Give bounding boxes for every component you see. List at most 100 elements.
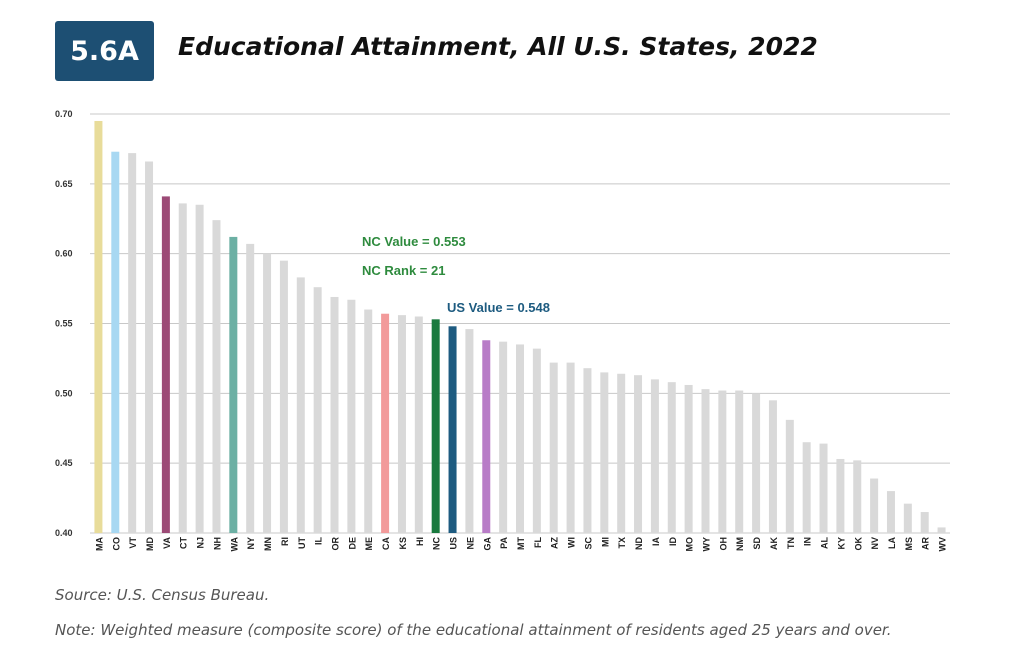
bar-in: [802, 442, 811, 533]
bar-mi: [600, 372, 609, 533]
bar-vt: [128, 153, 137, 533]
bar-de: [347, 299, 356, 533]
bar-ut: [296, 277, 305, 533]
bar-ma: [94, 120, 103, 533]
x-tick-label: TN: [786, 537, 796, 549]
bar-al: [819, 443, 828, 533]
bar-ks: [397, 315, 406, 533]
x-tick-label: IL: [314, 536, 324, 545]
y-tick-label: 0.50: [55, 388, 73, 398]
bar-tx: [617, 373, 626, 533]
x-tick-label: VT: [128, 537, 138, 549]
x-tick-label: VA: [162, 537, 172, 549]
bar-ri: [279, 260, 288, 533]
bar-me: [364, 309, 373, 533]
x-tick-label: AR: [921, 537, 931, 550]
bar-sd: [752, 393, 761, 533]
bar-pa: [499, 341, 508, 533]
bar-ia: [650, 379, 659, 533]
x-tick-label: SC: [583, 537, 593, 550]
x-tick-label: ND: [634, 537, 644, 550]
bar-nc: [431, 319, 440, 533]
x-tick-label: NH: [212, 537, 222, 550]
x-tick-label: NJ: [196, 537, 206, 549]
x-tick-label: MN: [263, 537, 273, 551]
bar-or: [330, 296, 339, 533]
x-tick-label: AL: [820, 537, 830, 549]
bar-wv: [937, 527, 946, 533]
bar-ok: [853, 460, 862, 533]
y-tick-label: 0.70: [55, 109, 73, 119]
x-tick-label: CO: [111, 537, 121, 551]
x-tick-label: OK: [853, 536, 863, 550]
bar-ne: [465, 329, 474, 533]
y-tick-label: 0.55: [55, 319, 73, 329]
bar-sc: [583, 368, 592, 533]
x-tick-label: HI: [415, 537, 425, 546]
x-tick-label: KS: [398, 537, 408, 550]
x-tick-label: AK: [769, 537, 779, 550]
figure-number-badge: 5.6A: [55, 21, 154, 81]
x-tick-label: WI: [567, 537, 577, 548]
x-tick-label: OH: [718, 537, 728, 551]
x-tick-label: MT: [516, 537, 526, 550]
x-tick-label: CA: [381, 537, 391, 550]
bar-ms: [903, 503, 912, 533]
x-tick-label: LA: [887, 537, 897, 549]
x-tick-label: IN: [803, 537, 813, 546]
bar-id: [667, 382, 676, 533]
bar-ar: [920, 512, 929, 533]
bar-wy: [701, 389, 710, 533]
x-tick-label: AZ: [550, 537, 560, 549]
y-tick-label: 0.65: [55, 179, 73, 189]
x-tick-label: NV: [870, 537, 880, 550]
x-tick-label: DE: [347, 537, 357, 550]
x-tick-label: KY: [836, 537, 846, 550]
annotation-nc: NC Value = 0.553: [362, 234, 466, 249]
bar-wa: [229, 236, 238, 533]
bar-nv: [870, 478, 879, 533]
y-tick-label: 0.60: [55, 249, 73, 259]
x-tick-label: FL: [533, 537, 543, 548]
bar-hi: [414, 316, 423, 533]
x-tick-label: WV: [938, 537, 948, 552]
bar-il: [313, 287, 322, 533]
figure-title: Educational Attainment, All U.S. States,…: [178, 32, 818, 61]
x-tick-label: MS: [904, 537, 914, 551]
x-tick-label: NY: [246, 537, 256, 550]
bar-nh: [212, 220, 221, 533]
x-tick-label: NC: [432, 537, 442, 550]
bar-md: [145, 161, 154, 533]
bar-ky: [836, 458, 845, 533]
bar-co: [111, 151, 120, 533]
x-tick-label: CT: [179, 537, 189, 549]
bar-mo: [684, 384, 693, 533]
bar-fl: [532, 348, 541, 533]
x-tick-label: OR: [331, 536, 341, 550]
x-tick-label: WY: [701, 537, 711, 552]
x-tick-label: US: [449, 537, 459, 550]
bar-us: [448, 326, 457, 533]
bar-va: [161, 196, 170, 534]
annotation-nc: NC Rank = 21: [362, 263, 445, 278]
bar-oh: [718, 390, 727, 533]
bar-nm: [735, 390, 744, 533]
x-tick-label: GA: [482, 536, 492, 550]
bar-tn: [785, 419, 794, 533]
annotation-us: US Value = 0.548: [447, 300, 550, 315]
bar-ga: [482, 340, 491, 533]
bar-az: [549, 362, 558, 533]
x-tick-label: MO: [685, 537, 695, 552]
x-tick-label: UT: [297, 537, 307, 549]
x-tick-label: MD: [145, 537, 155, 551]
x-tick-label: IA: [651, 536, 661, 546]
bar-nd: [634, 375, 643, 533]
y-tick-label: 0.45: [55, 458, 73, 468]
x-tick-label: WA: [229, 537, 239, 552]
x-tick-label: PA: [499, 537, 509, 549]
x-tick-label: MA: [94, 537, 104, 551]
y-tick-label: 0.40: [55, 528, 73, 538]
bar-mn: [263, 253, 272, 533]
x-tick-label: RI: [280, 537, 290, 546]
